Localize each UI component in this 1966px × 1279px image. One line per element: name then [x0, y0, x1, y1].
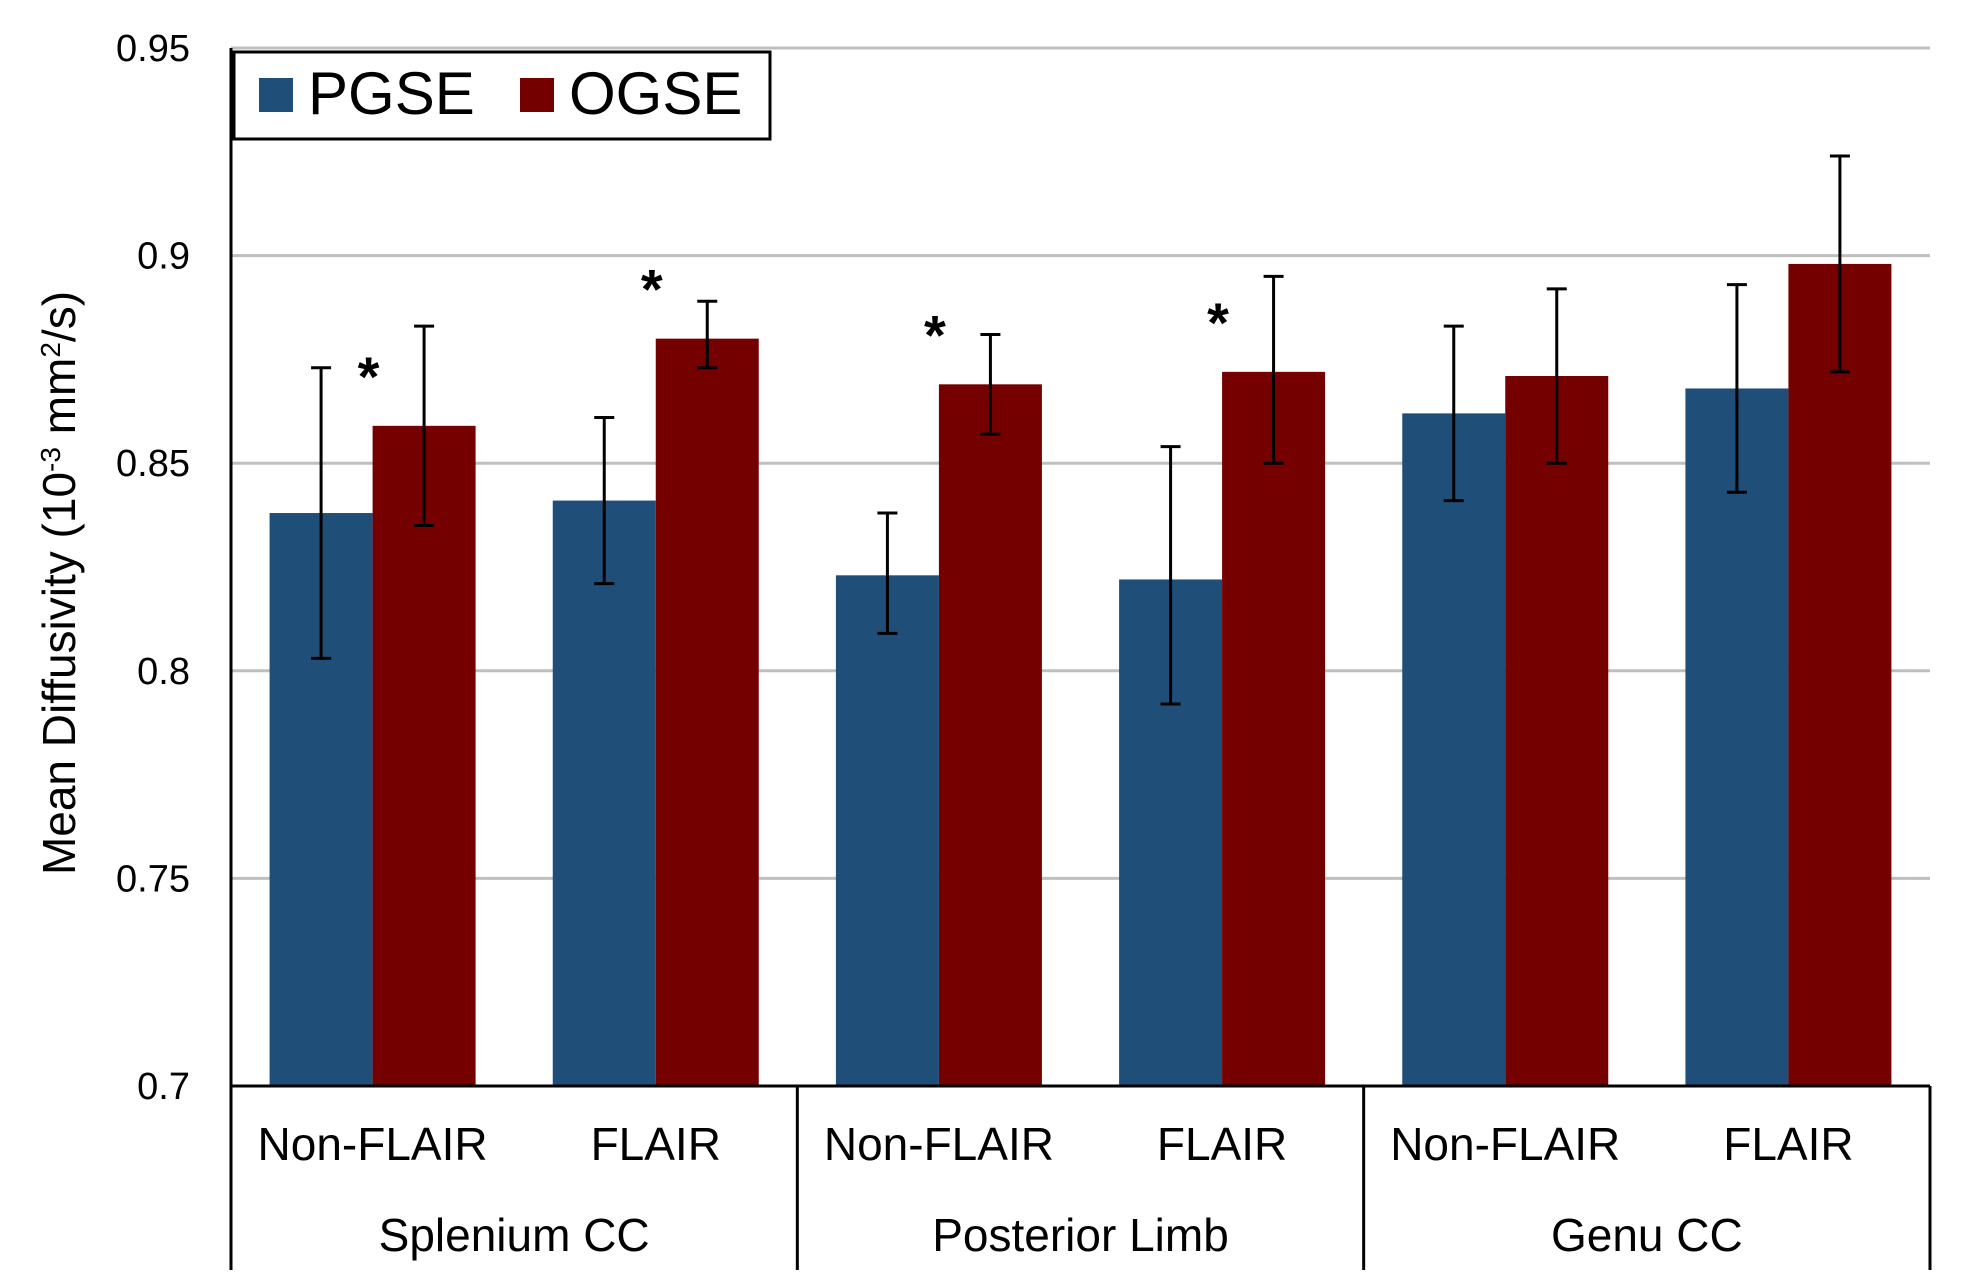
- bars: [269, 263, 1892, 1087]
- significance-star: *: [641, 258, 663, 321]
- bar-pgse: [552, 500, 656, 1086]
- bar-ogse: [372, 425, 476, 1086]
- x-category-label: Non-FLAIR: [1390, 1118, 1620, 1170]
- significance-star: *: [1207, 291, 1229, 354]
- y-tick-label: 0.75: [116, 858, 190, 900]
- bar-pgse: [1685, 388, 1789, 1086]
- significance-star: *: [924, 303, 946, 366]
- bar-ogse: [1788, 263, 1892, 1086]
- bar-ogse: [655, 338, 759, 1086]
- y-tick-label: 0.7: [137, 1066, 190, 1108]
- y-axis-label: Mean Diffusivity (10-3 mm2/s): [33, 291, 85, 875]
- x-category-label: Non-FLAIR: [258, 1118, 488, 1170]
- legend-swatch-ogse: [520, 78, 554, 112]
- y-tick-label: 0.8: [137, 651, 190, 693]
- x-category-label: FLAIR: [591, 1118, 721, 1170]
- y-tick-label: 0.85: [116, 443, 190, 485]
- bar-ogse: [938, 384, 1042, 1086]
- bar-pgse: [1402, 413, 1506, 1087]
- legend-box: [232, 50, 772, 141]
- x-category-label: Non-FLAIR: [824, 1118, 1054, 1170]
- bar-pgse: [835, 575, 939, 1086]
- error-bars: [311, 154, 1850, 706]
- x-category-label: FLAIR: [1157, 1118, 1287, 1170]
- labels: 0.7 0.75 0.8 0.85 0.9 0.95 Non-FLAIR FLAIR Non-F…: [116, 28, 1854, 1261]
- bar-ogse: [1505, 376, 1609, 1086]
- x-group-label: Genu CC: [1551, 1209, 1743, 1261]
- gridlines: [231, 46, 1930, 880]
- legend-label-pgse: PGSE: [308, 60, 475, 127]
- y-tick-label: 0.9: [137, 236, 190, 278]
- legend-swatch-pgse: [259, 78, 293, 112]
- x-category-label: FLAIR: [1723, 1118, 1853, 1170]
- legend-label-ogse: OGSE: [569, 60, 742, 127]
- axes: [229, 48, 1932, 1270]
- x-group-label: Splenium CC: [379, 1209, 650, 1261]
- x-group-label: Posterior Limb: [932, 1209, 1229, 1261]
- y-tick-label: 0.95: [116, 28, 190, 70]
- significance-star: *: [358, 345, 380, 408]
- bar-ogse: [1222, 371, 1326, 1087]
- legend: PGSE OGSE: [232, 50, 772, 141]
